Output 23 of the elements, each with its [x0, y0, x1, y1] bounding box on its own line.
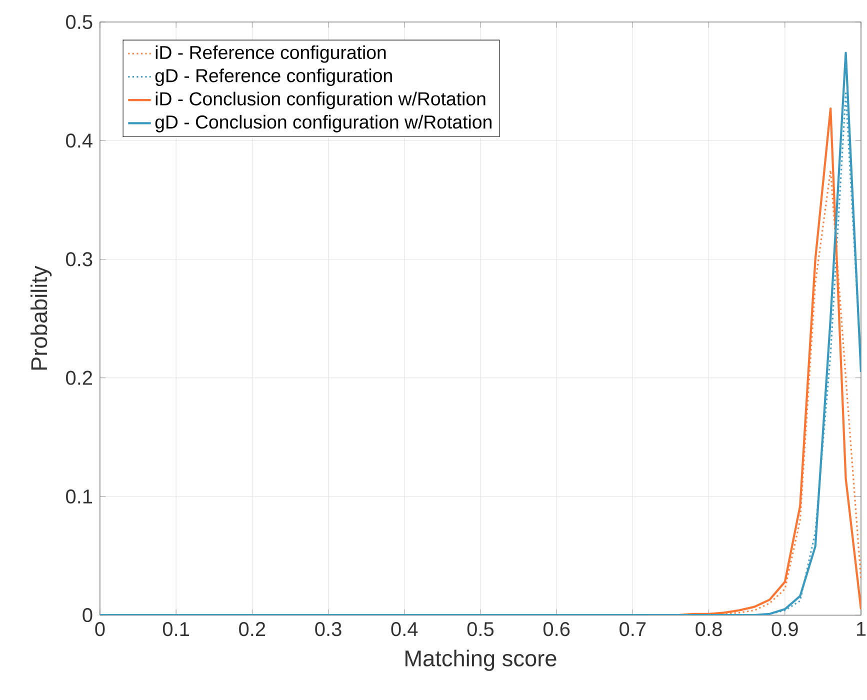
x-tick-label: 0.9 — [772, 622, 798, 636]
x-tick-label: 0.2 — [239, 622, 266, 636]
x-tick-label: 0.6 — [543, 622, 570, 636]
y-axis-title: Probability — [30, 266, 52, 370]
legend-label: gD - Reference configuration — [155, 68, 392, 86]
y-tick-label: 0.3 — [66, 252, 92, 266]
x-tick-label: 0.5 — [467, 622, 494, 636]
y-tick-label: 0 — [82, 608, 92, 622]
y-tick-label: 0.1 — [66, 489, 92, 504]
legend-label: gD - Conclusion configuration w/Rotation — [155, 114, 492, 132]
legend-label: iD - Reference configuration — [156, 45, 386, 63]
y-tick-label: 0.2 — [66, 370, 92, 385]
x-tick-label: 0.3 — [315, 622, 342, 636]
y-tick-label: 0.5 — [66, 14, 92, 29]
x-tick-label: 0.8 — [696, 622, 722, 636]
y-tick-label: 0.4 — [66, 133, 92, 148]
x-tick-label: 1 — [856, 622, 866, 636]
x-tick-label: 0.4 — [391, 622, 418, 636]
x-tick-label: 0 — [95, 622, 105, 636]
x-tick-label: 0.7 — [620, 622, 646, 636]
legend-label: iD - Conclusion configuration w/Rotation — [156, 92, 486, 109]
x-axis-title: Matching score — [406, 650, 556, 671]
x-tick-label: 0.1 — [162, 622, 189, 636]
